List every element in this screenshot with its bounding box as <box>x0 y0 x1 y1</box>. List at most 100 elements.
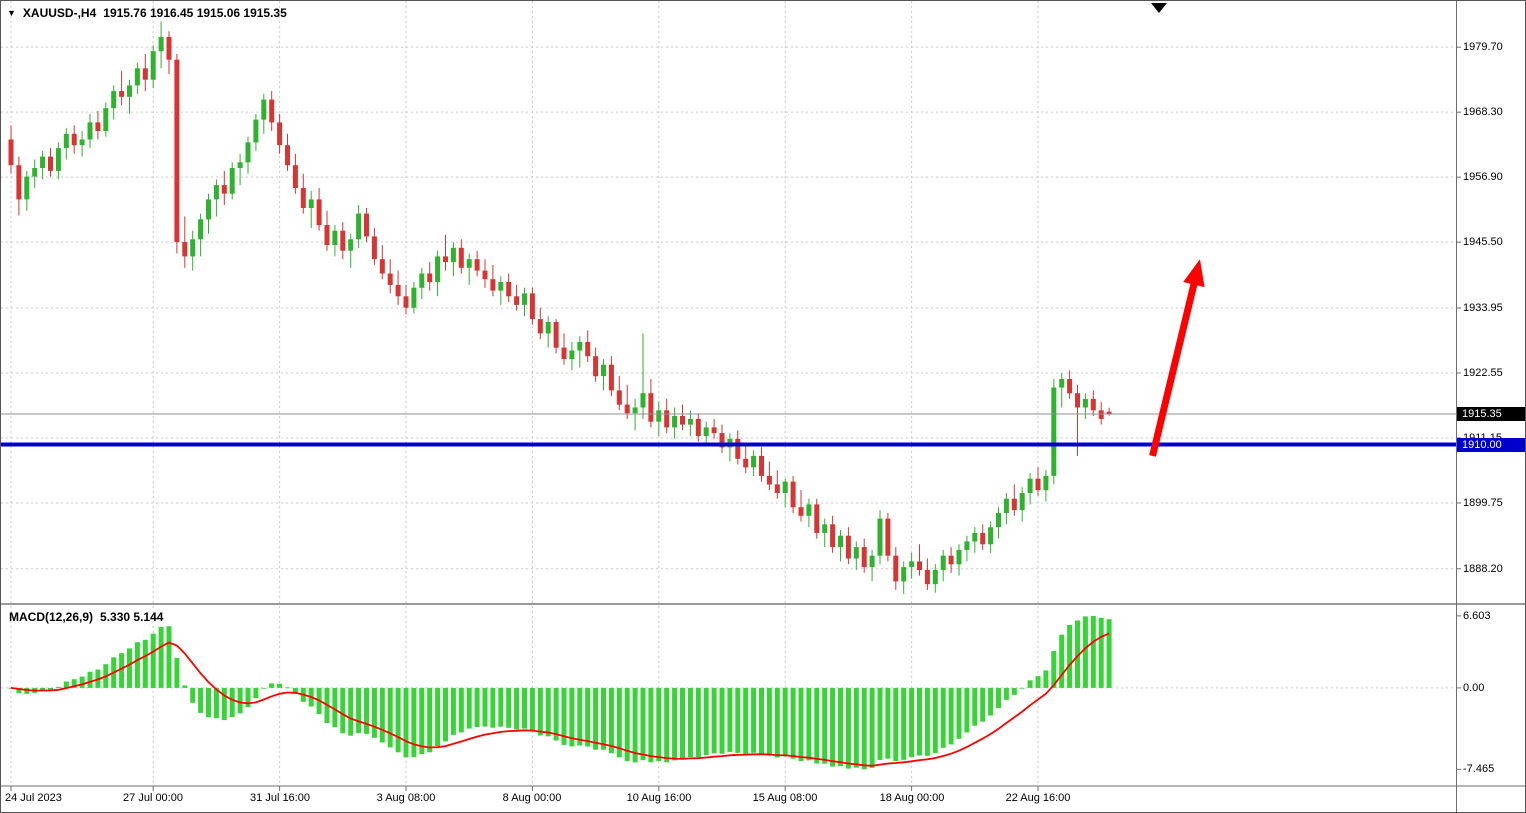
macd-bar <box>735 687 741 753</box>
macd-bar <box>893 687 899 762</box>
time-axis[interactable]: 24 Jul 2023 27 Jul 00:00 31 Jul 16:00 3 Aug… <box>1 787 1456 812</box>
time-axis-label: 3 Aug 08:00 <box>376 792 436 804</box>
candle-down <box>269 99 275 123</box>
candle-down <box>364 213 369 237</box>
candle-down <box>648 393 654 422</box>
time-axis-label: 18 Aug 00:00 <box>879 792 945 804</box>
candle-down <box>16 165 22 200</box>
macd-axis-label: 6.603 <box>1463 610 1491 622</box>
macd-bar <box>379 687 385 743</box>
candle-down <box>735 438 741 459</box>
macd-bar <box>561 687 567 745</box>
candle-up <box>703 427 709 436</box>
candle-down <box>379 259 385 274</box>
trend-arrow-head[interactable] <box>1183 259 1205 288</box>
candle-down <box>924 569 930 585</box>
macd-bar <box>790 687 796 759</box>
macd-bar <box>680 687 685 760</box>
candle-up <box>822 524 828 533</box>
candle-down <box>340 230 346 251</box>
chart-shift-marker-icon[interactable] <box>1151 3 1167 13</box>
macd-bar <box>261 687 267 689</box>
candle-down <box>300 188 306 208</box>
candle-up <box>435 256 441 283</box>
candle-up <box>656 410 662 422</box>
candle-up <box>237 162 243 168</box>
gridlines <box>1 1 1456 785</box>
candle-up <box>972 532 978 542</box>
candle-up <box>956 550 962 565</box>
time-axis-label: 8 Aug 00:00 <box>502 792 562 804</box>
macd-bar <box>553 687 559 741</box>
macd-bar <box>759 687 764 754</box>
macd-axis-label: 0.00 <box>1463 682 1485 694</box>
macd-bar <box>1027 680 1033 688</box>
macd-bar <box>522 687 527 729</box>
macd-bar <box>593 687 599 750</box>
candle-up <box>1003 498 1009 513</box>
candle-up <box>40 156 46 168</box>
macd-bar <box>364 687 369 734</box>
macd-bar <box>134 642 140 688</box>
macd-bar <box>909 687 915 758</box>
candle-up <box>32 168 38 177</box>
macd-bar <box>1035 676 1041 688</box>
macd-bar <box>774 687 780 758</box>
candle-up <box>577 341 583 351</box>
candle-up <box>853 547 859 559</box>
time-axis-label: 22 Aug 16:00 <box>1005 792 1071 804</box>
macd-bar <box>174 657 180 688</box>
candle-down <box>766 475 772 485</box>
macd-bar <box>435 687 441 746</box>
candle-down <box>585 341 591 357</box>
macd-bar <box>822 687 828 764</box>
candle-down <box>608 364 614 391</box>
macd-bar <box>1011 687 1017 695</box>
macd-bar <box>656 687 662 762</box>
macd-bar <box>63 681 69 688</box>
candle-up <box>522 293 527 305</box>
candle-down <box>798 507 804 516</box>
macd-bar <box>403 687 409 758</box>
candle-down <box>893 555 899 582</box>
macd-bar <box>466 687 472 729</box>
trend-arrow-shaft[interactable] <box>1149 281 1198 457</box>
candle-up <box>332 230 338 245</box>
candle-up <box>1082 398 1088 408</box>
macd-bar <box>948 687 954 745</box>
time-axis-label: 24 Jul 2023 <box>5 792 62 804</box>
macd-bar <box>498 687 504 727</box>
candle-up <box>111 91 117 109</box>
time-axis-label: 27 Jul 00:00 <box>123 792 183 804</box>
macd-bar <box>861 687 867 770</box>
candle-down <box>593 356 599 377</box>
macd-bar <box>1106 619 1112 688</box>
candle-down <box>719 433 725 448</box>
candle-up <box>450 247 456 263</box>
macd-bar <box>719 687 725 754</box>
one-click-trading-collapse-icon[interactable]: ▼ <box>7 8 16 18</box>
candle-down <box>443 256 448 263</box>
candle-down <box>490 279 496 291</box>
candle-down <box>553 322 559 348</box>
candle-down <box>8 139 14 166</box>
macd-bar <box>490 687 496 728</box>
candle-down <box>885 518 891 556</box>
macd-bar <box>664 687 670 763</box>
candle-down <box>1098 410 1104 419</box>
macd-bar <box>16 687 22 694</box>
price-axis[interactable]: 1979.70 1968.30 1956.90 1945.50 1933.95 1922.… <box>1457 1 1525 785</box>
candle-down <box>142 68 148 80</box>
candle-up <box>1043 475 1049 491</box>
candle-up <box>869 555 875 568</box>
macd-bar <box>980 687 986 722</box>
macd-bar <box>545 687 551 737</box>
macd-bar <box>885 687 891 759</box>
macd-bar <box>87 671 93 688</box>
macd-bar <box>806 687 812 761</box>
macd-bar <box>869 687 875 768</box>
candle-up <box>545 322 551 334</box>
macd-bar <box>766 687 772 756</box>
macd-bar <box>632 687 638 763</box>
